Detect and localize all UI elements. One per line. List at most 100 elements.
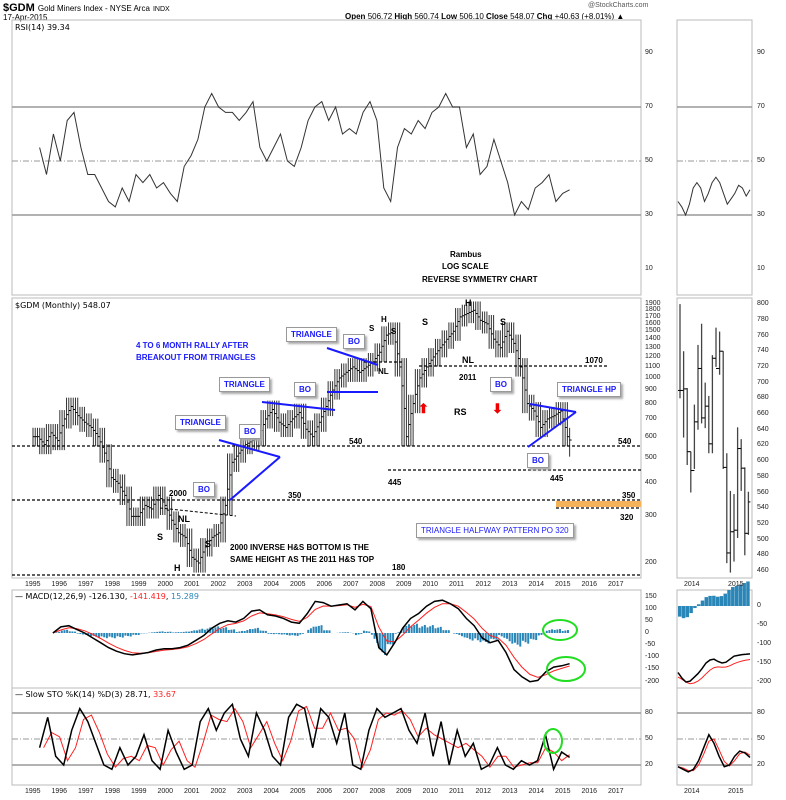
detail-price-tick: 480 (757, 551, 769, 559)
macd-histogram-bar (397, 632, 400, 633)
price-tick: 700 (645, 414, 657, 422)
macd-histogram-bar (421, 626, 424, 633)
macd-histogram-bar (474, 633, 477, 639)
price-tick: 1800 (645, 306, 661, 314)
ohlc-readout: Open 506.72 High 560.74 Low 506.10 Close… (345, 12, 625, 21)
detail-price-tick: 600 (757, 457, 769, 465)
macd-histogram-bar (360, 633, 363, 634)
year-tick: 2002 (210, 581, 227, 588)
detail-price-tick: 700 (757, 378, 769, 386)
macd-histogram-bar (55, 632, 58, 633)
macd-histogram-bar (373, 633, 376, 639)
macd-histogram-bar (479, 633, 482, 643)
macd-histogram-bar (198, 629, 201, 633)
label-bo-1: BO (343, 334, 365, 349)
detail-macd-tick: -200 (757, 678, 772, 685)
sto-tick: 50 (757, 734, 765, 742)
macd-histogram-bar (259, 630, 262, 633)
year-tick: 1999 (131, 788, 147, 795)
year-tick: 2009 (396, 581, 412, 588)
macd-histogram-bar (341, 632, 344, 633)
macd-histogram-bar (458, 633, 461, 635)
macd-histogram-bar (172, 632, 175, 633)
detail-price-tick: 560 (757, 488, 769, 496)
year-tick: 2007 (343, 788, 359, 795)
price-tick: 1300 (645, 343, 661, 351)
detail-price-tick: 720 (757, 362, 769, 370)
rsi-tick: 10 (645, 265, 653, 272)
label-h: H (465, 298, 472, 308)
macd-histogram-bar (219, 628, 222, 633)
price-tick: 1700 (645, 312, 661, 320)
detail-macd-histogram-bar (689, 606, 693, 614)
sto-tick: 50 (645, 734, 653, 742)
macd-histogram-bar (328, 630, 331, 633)
macd-histogram-bar (463, 633, 466, 638)
rsi-tick: 50 (757, 157, 765, 164)
macd-histogram-bar (82, 633, 85, 635)
year-tick: 1998 (104, 581, 121, 588)
year-tick: 2007 (343, 581, 359, 588)
macd-histogram-bar (190, 630, 193, 633)
exchange: INDX (152, 6, 170, 13)
macd-histogram-bar (410, 626, 413, 633)
year-tick: 2014 (528, 788, 545, 795)
macd-histogram-bar (402, 627, 405, 633)
detail-macd-histogram-bar (727, 589, 731, 606)
macd-histogram-bar (164, 631, 167, 633)
year-tick: 1995 (25, 788, 41, 795)
macd-histogram-bar (405, 625, 408, 633)
year-tick: 2013 (502, 581, 518, 588)
macd-histogram-bar (135, 633, 138, 635)
macd-histogram-bar (121, 633, 124, 638)
detail-macd-tick: -150 (757, 659, 772, 666)
rsi-line (39, 92, 570, 217)
macd-histogram-bar (301, 633, 304, 634)
macd-histogram-bar (548, 630, 551, 633)
macd-histogram-bar (476, 633, 479, 641)
highlight-circle (543, 728, 563, 754)
macd-histogram-bar (233, 629, 236, 633)
macd-histogram-bar (312, 626, 315, 633)
label-h: H (381, 315, 387, 324)
price-tick: 800 (645, 399, 657, 407)
macd-histogram-bar (132, 633, 135, 635)
macd-histogram-bar (97, 633, 100, 638)
chart-date: 17-Apr-2015 (3, 13, 48, 22)
macd-histogram-bar (105, 633, 108, 639)
year-tick: 1996 (51, 788, 68, 795)
macd-histogram-bar (527, 633, 530, 644)
triangle-trendline (527, 411, 577, 448)
macd-histogram-bar (492, 633, 495, 640)
year-tick: 2006 (316, 788, 333, 795)
macd-histogram-bar (378, 633, 381, 650)
macd-histogram-bar (153, 632, 156, 633)
macd-histogram-bar (251, 629, 254, 633)
macd-histogram-bar (309, 628, 312, 633)
year-tick: 2004 (263, 788, 280, 795)
macd-histogram-bar (506, 633, 509, 639)
detail-macd-histogram-bar (678, 606, 682, 617)
macd-histogram-bar (246, 630, 249, 633)
macd-histogram-bar (323, 630, 326, 633)
macd-histogram-bar (158, 631, 161, 633)
macd-histogram-bar (519, 633, 522, 647)
year-tick: 2001 (184, 788, 200, 795)
macd-tick: -100 (645, 653, 660, 661)
macd-histogram-bar (471, 633, 474, 641)
detail-macd-histogram-bar (738, 584, 743, 606)
macd-tick: -150 (645, 665, 660, 673)
detail-macd-histogram-bar (700, 600, 705, 606)
detail-macd-histogram-bar (723, 593, 727, 606)
price-legend: $GDM (Monthly) 548.07 (15, 301, 111, 310)
macd-histogram-bar (484, 633, 487, 642)
sto-k-line (38, 702, 571, 772)
detail-macd-histogram-bar (693, 606, 697, 609)
macd-histogram-bar (362, 630, 365, 633)
macd-histogram-bar (521, 633, 524, 641)
label-triangle-2002: TRIANGLE (175, 415, 226, 430)
macd-histogram-bar (111, 633, 114, 638)
macd-histogram-bar (431, 625, 434, 633)
detail-macd-histogram-bar (731, 587, 735, 606)
